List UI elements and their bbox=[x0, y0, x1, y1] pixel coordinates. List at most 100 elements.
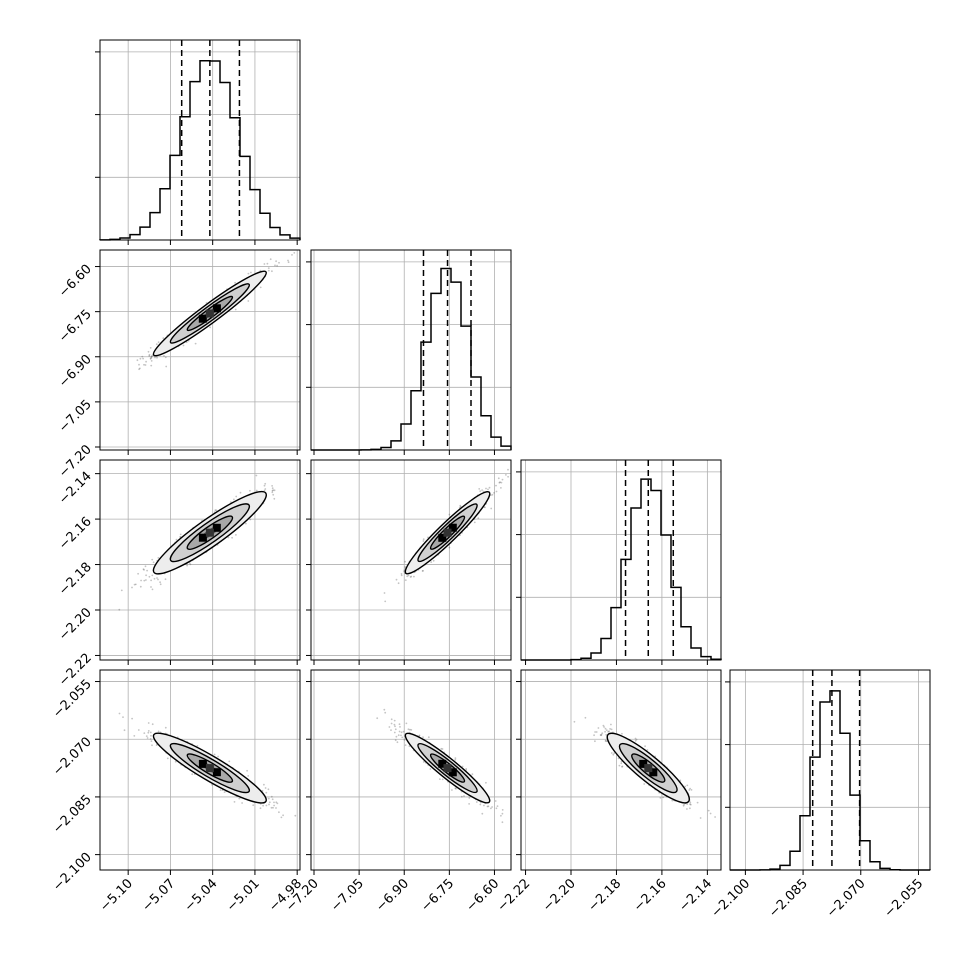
sample-point bbox=[247, 300, 250, 302]
scatter-frame bbox=[520, 669, 722, 871]
sample-point bbox=[156, 577, 158, 579]
sample-point bbox=[150, 356, 153, 359]
sample-point bbox=[150, 586, 152, 588]
sample-point bbox=[139, 367, 141, 370]
sample-point bbox=[235, 534, 237, 536]
sample-point bbox=[471, 773, 474, 775]
sample-point bbox=[487, 488, 489, 491]
sample-point bbox=[394, 725, 396, 728]
sample-point bbox=[410, 729, 413, 731]
x-tick-label: −5.04 bbox=[182, 876, 221, 915]
sample-point bbox=[709, 812, 712, 815]
sample-point bbox=[397, 734, 400, 737]
sample-point bbox=[149, 347, 152, 349]
sample-point bbox=[390, 722, 393, 725]
sample-point bbox=[481, 812, 484, 815]
sample-point bbox=[475, 801, 478, 803]
sample-point bbox=[406, 575, 409, 578]
scatter-frame bbox=[310, 669, 512, 871]
sample-point bbox=[397, 582, 400, 585]
x-tick-label: −2.20 bbox=[540, 876, 579, 915]
sample-point bbox=[131, 586, 133, 589]
sample-point bbox=[448, 513, 451, 516]
sample-point bbox=[118, 712, 121, 715]
sample-point bbox=[234, 281, 237, 284]
sample-point bbox=[139, 357, 142, 360]
sample-point bbox=[400, 574, 403, 577]
sample-point bbox=[133, 735, 136, 737]
sample-point bbox=[400, 573, 403, 575]
sample-point bbox=[238, 797, 241, 800]
x-tick-label: −2.070 bbox=[824, 876, 869, 921]
x-tick-label: −2.16 bbox=[631, 876, 670, 915]
sample-point bbox=[245, 522, 247, 525]
sample-point bbox=[404, 579, 407, 581]
sample-point bbox=[689, 803, 691, 806]
sample-point bbox=[278, 261, 280, 264]
sample-point bbox=[594, 731, 596, 733]
sample-point bbox=[400, 734, 402, 737]
sample-point bbox=[505, 474, 507, 476]
sample-point bbox=[157, 730, 160, 733]
sample-point bbox=[179, 533, 182, 536]
sample-point bbox=[439, 778, 441, 780]
sample-point bbox=[156, 356, 158, 359]
sample-point bbox=[142, 357, 145, 360]
sample-point bbox=[413, 575, 415, 578]
sample-point bbox=[143, 732, 146, 734]
sample-point bbox=[390, 718, 393, 721]
sample-point bbox=[689, 801, 692, 804]
sample-point bbox=[137, 729, 140, 731]
sample-point bbox=[495, 807, 498, 810]
sample-point bbox=[477, 517, 480, 520]
sample-point bbox=[432, 559, 435, 562]
sample-point bbox=[610, 723, 612, 726]
sample-point bbox=[268, 801, 271, 804]
sample-point bbox=[147, 731, 150, 734]
density-peak-cell bbox=[205, 309, 214, 318]
sample-point bbox=[271, 489, 274, 492]
scatter-frame bbox=[99, 669, 301, 871]
histogram-panel-1 bbox=[95, 40, 301, 241]
sample-point bbox=[427, 536, 429, 539]
sample-point bbox=[500, 481, 503, 484]
sample-point bbox=[278, 811, 280, 814]
sample-point bbox=[194, 342, 197, 345]
sample-point bbox=[429, 768, 432, 770]
sample-point bbox=[390, 729, 392, 731]
sample-point bbox=[272, 806, 274, 809]
y-tick-label: −2.085 bbox=[50, 792, 95, 837]
density-peak-cell bbox=[205, 528, 214, 537]
sample-point bbox=[468, 803, 470, 805]
sample-point bbox=[250, 271, 252, 274]
sample-point bbox=[690, 789, 693, 791]
sample-point bbox=[683, 803, 685, 806]
sample-point bbox=[635, 738, 638, 741]
sample-point bbox=[263, 783, 265, 786]
sample-point bbox=[149, 357, 152, 360]
sample-point bbox=[394, 739, 397, 742]
sample-point bbox=[573, 720, 576, 723]
sample-point bbox=[150, 356, 153, 358]
sample-point bbox=[133, 583, 136, 586]
histogram-step-line bbox=[99, 59, 301, 241]
sample-point bbox=[599, 734, 602, 736]
sample-point bbox=[249, 518, 252, 521]
sample-point bbox=[441, 748, 444, 750]
sample-point bbox=[491, 806, 493, 808]
sample-point bbox=[409, 576, 412, 578]
sample-point bbox=[259, 286, 262, 289]
sample-point bbox=[164, 726, 167, 729]
density-peak-cell bbox=[198, 533, 207, 542]
sample-point bbox=[267, 267, 270, 269]
sample-point bbox=[686, 803, 689, 805]
sample-point bbox=[267, 797, 270, 800]
sample-point bbox=[249, 489, 251, 492]
sample-point bbox=[487, 805, 490, 808]
sample-point bbox=[157, 578, 159, 581]
sample-point bbox=[383, 592, 386, 594]
sample-point bbox=[174, 760, 177, 763]
sample-point bbox=[287, 261, 290, 264]
sample-point bbox=[662, 796, 665, 799]
